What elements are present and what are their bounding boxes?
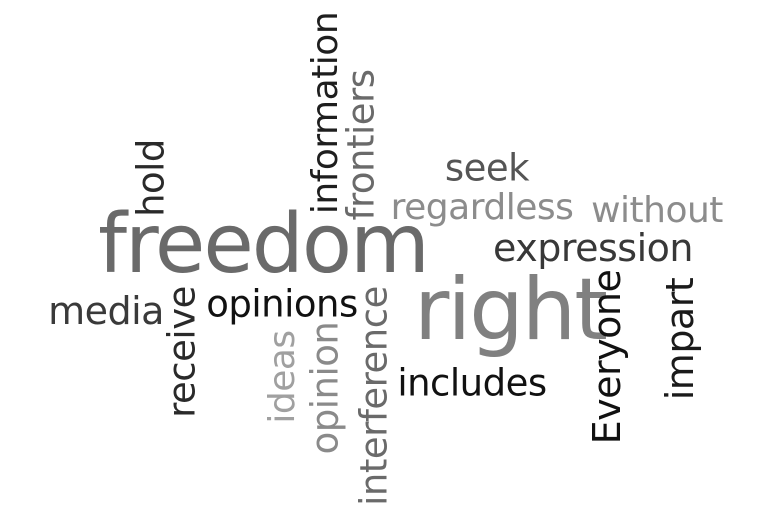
word-seek: seek bbox=[444, 146, 530, 190]
word-frontiers: frontiers bbox=[339, 69, 383, 221]
word-freedom: freedom bbox=[98, 197, 430, 292]
word-everyone: Everyone bbox=[585, 269, 629, 445]
word-right: right bbox=[413, 260, 608, 360]
word-expression: expression bbox=[493, 226, 693, 270]
word-hold: hold bbox=[129, 139, 173, 217]
word-impart: impart bbox=[658, 277, 702, 401]
word-receive: receive bbox=[160, 286, 204, 418]
word-opinions: opinions bbox=[206, 282, 358, 326]
word-without: without bbox=[591, 190, 723, 231]
word-media: media bbox=[48, 289, 164, 333]
word-ideas: ideas bbox=[262, 330, 303, 424]
word-regardless: regardless bbox=[390, 187, 574, 228]
word-includes: includes bbox=[397, 361, 547, 405]
word-opinion: opinion bbox=[303, 321, 347, 455]
word-interference: interference bbox=[352, 286, 396, 506]
